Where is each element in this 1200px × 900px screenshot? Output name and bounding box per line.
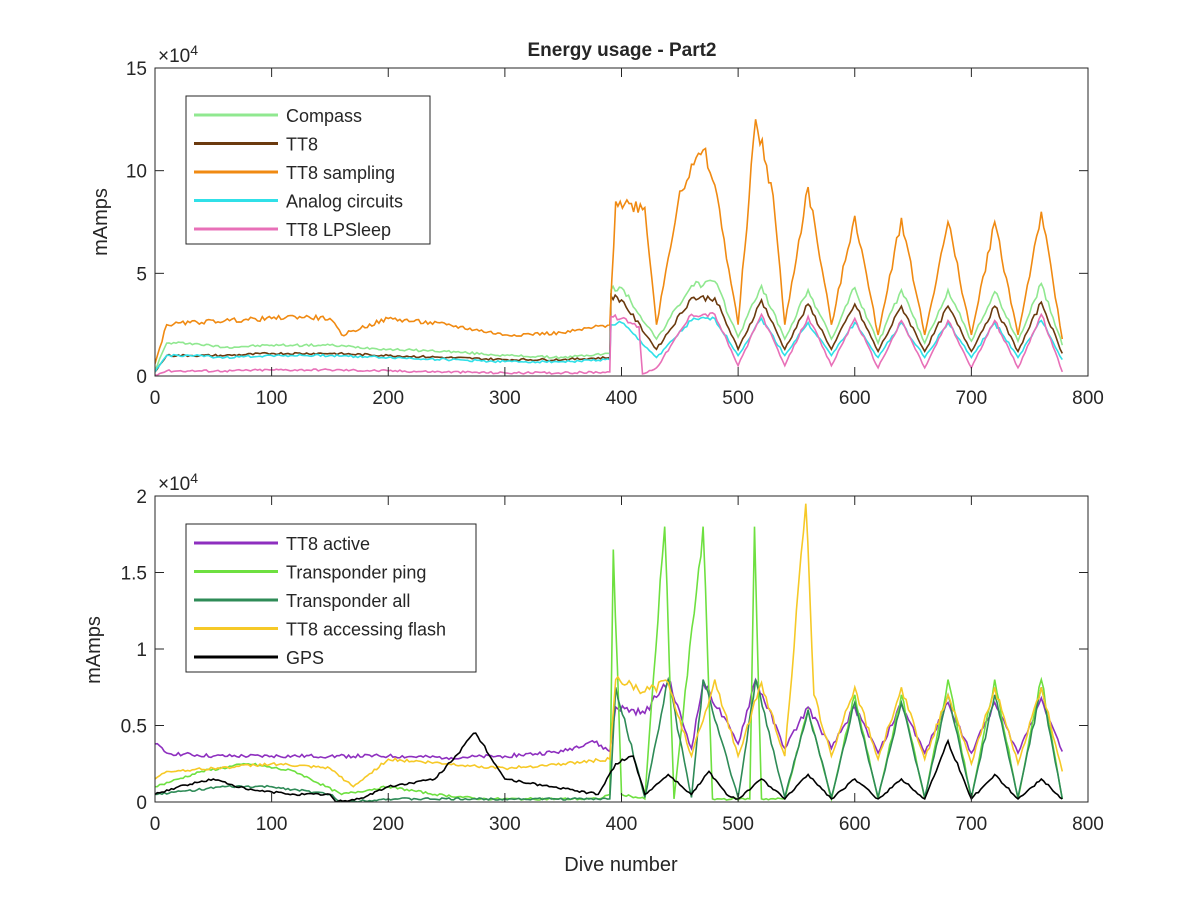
y-tick-label: 2 — [136, 487, 147, 508]
y-tick-label: 15 — [126, 59, 147, 80]
x-tick-label: 200 — [372, 388, 404, 409]
series-line-tt8-lpsleep — [155, 311, 1064, 376]
y-exponent-base: ×10 — [158, 474, 190, 495]
y-tick-label: 10 — [126, 162, 147, 183]
legend: Compass TT8 TT8 sampling Analog circuits TT8… — [185, 95, 431, 245]
y-exponent-power: 4 — [190, 42, 198, 58]
legend-label-compass: Compass — [286, 106, 362, 126]
chart-title: Energy usage - Part2 — [527, 40, 716, 61]
x-tick-label: 400 — [606, 814, 638, 835]
legend-label-tt8: TT8 — [286, 135, 318, 155]
y-exponent-label: ×104 — [158, 42, 198, 67]
x-tick-label: 800 — [1072, 388, 1104, 409]
x-tick-label: 300 — [489, 388, 521, 409]
y-tick-label: 0 — [136, 793, 147, 814]
legend-label-gps: GPS — [286, 648, 324, 668]
series-line-tt8-sampling — [155, 119, 1064, 364]
x-tick-label: 0 — [150, 814, 161, 835]
x-axis-label: Dive number — [564, 854, 678, 876]
legend-box — [185, 523, 477, 673]
series-line-tt8-accessing-flash — [155, 503, 1064, 788]
bottom-energy-panel: ×104 mAmps Dive number 0 100 200 300 400 500 6… — [83, 470, 1104, 876]
series-line-gps — [155, 732, 1063, 802]
legend-label-tt8-sampling: TT8 sampling — [286, 163, 395, 183]
x-tick-label: 800 — [1072, 814, 1104, 835]
legend-label-transponder-ping: Transponder ping — [286, 563, 426, 583]
y-tick-label: 1.5 — [121, 564, 147, 585]
x-tick-label: 500 — [722, 814, 754, 835]
x-tick-label: 500 — [722, 388, 754, 409]
x-tick-label: 700 — [956, 814, 988, 835]
legend-label-analog-circuits: Analog circuits — [286, 192, 403, 212]
legend-box — [185, 95, 431, 245]
y-exponent-label: ×104 — [158, 470, 198, 495]
x-tick-label: 600 — [839, 388, 871, 409]
x-tick-label: 200 — [372, 814, 404, 835]
top-energy-panel: Energy usage - Part2 ×104 mAmps 0 100 200 3… — [90, 40, 1104, 409]
x-tick-label: 0 — [150, 388, 161, 409]
x-tick-label: 700 — [956, 388, 988, 409]
y-tick-label: 0 — [136, 367, 147, 388]
legend-label-tt8-active: TT8 active — [286, 534, 370, 554]
x-tick-label: 600 — [839, 814, 871, 835]
y-exponent-power: 4 — [190, 470, 198, 486]
legend: TT8 active Transponder ping Transponder al… — [185, 523, 477, 673]
legend-label-tt8-lpsleep: TT8 LPSleep — [286, 220, 391, 240]
series-line-transponder-all — [155, 676, 1064, 802]
y-exponent-base: ×10 — [158, 46, 190, 67]
y-tick-label: 0.5 — [121, 717, 147, 738]
y-tick-label: 5 — [136, 264, 147, 285]
y-axis-label: mAmps — [90, 188, 112, 256]
y-axis-label: mAmps — [83, 616, 105, 684]
x-tick-label: 300 — [489, 814, 521, 835]
y-tick-label: 1 — [136, 640, 147, 661]
legend-label-tt8-accessing-flash: TT8 accessing flash — [286, 620, 446, 640]
x-tick-label: 100 — [256, 388, 288, 409]
x-tick-label: 400 — [606, 388, 638, 409]
legend-label-transponder-all: Transponder all — [286, 591, 410, 611]
x-tick-label: 100 — [256, 814, 288, 835]
